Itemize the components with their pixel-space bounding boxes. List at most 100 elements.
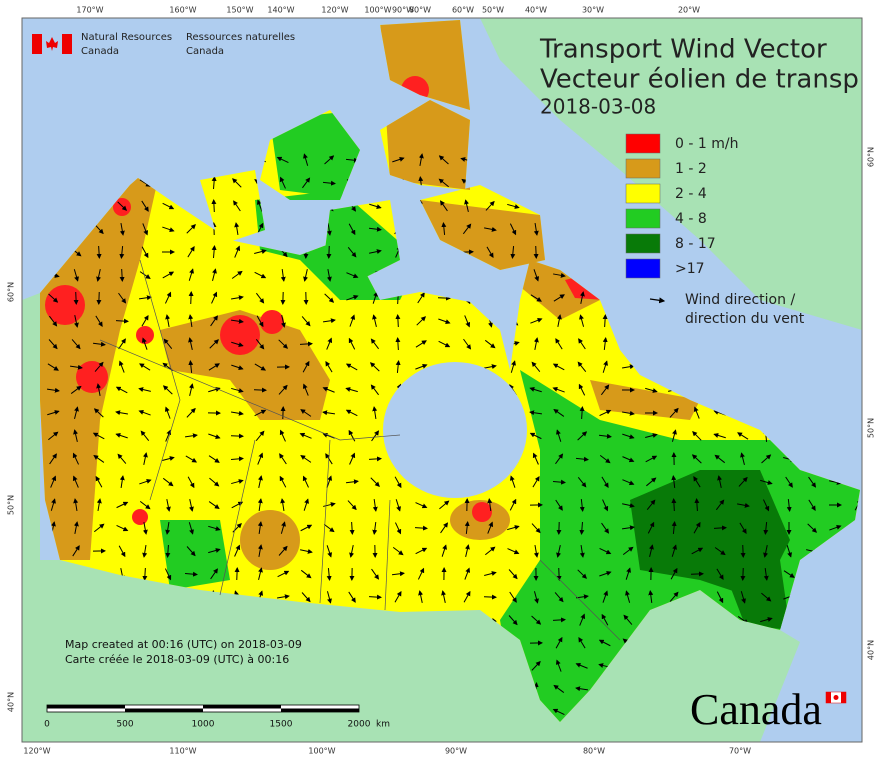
zone-brown: [380, 20, 470, 190]
wind-arrow: [211, 199, 217, 213]
wind-arrow: [531, 523, 541, 534]
wind-arrow: [162, 271, 175, 279]
wind-arrow: [347, 500, 357, 511]
graticule-label: 120°W: [321, 6, 348, 15]
flag-band: [62, 34, 72, 54]
wind-arrow: [208, 501, 220, 510]
zone-brown: [590, 380, 700, 420]
wind-arrow: [507, 548, 520, 555]
wind-arrow: [829, 524, 842, 531]
wind-arrow: [394, 522, 402, 535]
wind-arrow: [625, 590, 631, 603]
wind-arrow: [322, 432, 335, 439]
wind-arrow: [165, 544, 171, 558]
wind-arrow: [349, 521, 355, 535]
wind-arrow: [230, 318, 244, 324]
wind-arrow: [508, 615, 518, 626]
wind-arrow: [187, 246, 195, 258]
wind-arrow: [280, 268, 286, 282]
wind-arrow: [165, 499, 171, 512]
wind-arrow: [96, 245, 102, 259]
wind-arrow: [577, 361, 587, 372]
wind-arrow: [164, 568, 172, 581]
titles: Transport Wind Vector Vecteur éolien de …: [539, 35, 859, 119]
wind-arrow: [345, 409, 358, 417]
scale-bar-segment: [47, 705, 125, 709]
wind-arrow: [324, 155, 335, 165]
wind-arrow: [556, 567, 562, 581]
scale-bar-label: 2000: [348, 720, 371, 730]
wind-arrow: [323, 502, 336, 507]
wind-arrow: [73, 429, 78, 442]
legend-label: >17: [675, 261, 705, 277]
wind-arrow: [464, 315, 471, 328]
wind-arrow: [740, 452, 745, 465]
wind-arrow: [415, 547, 428, 555]
wind-arrow: [303, 498, 309, 511]
zone-red: [472, 502, 492, 522]
border: [384, 499, 391, 611]
wind-arrow: [231, 270, 243, 279]
wind-arrow: [552, 363, 565, 371]
zone-dark-green: [720, 560, 790, 630]
wind-arrow: [73, 498, 79, 512]
wind-arrow: [464, 567, 471, 580]
wind-arrow: [115, 410, 128, 416]
wind-arrow: [602, 337, 608, 351]
wind-arrow: [48, 339, 58, 350]
wind-arrow: [509, 475, 516, 488]
wind-arrow: [368, 456, 382, 462]
wind-arrow: [509, 591, 517, 603]
wind-arrow: [600, 384, 610, 396]
hudson-bay: [383, 362, 527, 498]
wind-arrow: [649, 544, 654, 557]
wind-arrow: [623, 614, 633, 625]
wind-arrow: [716, 591, 724, 604]
logo-text: Canada: [81, 46, 119, 57]
wind-arrow: [345, 479, 359, 485]
graticule-label: 40°W: [525, 6, 547, 15]
wind-arrow: [93, 454, 105, 463]
wind-arrow: [118, 545, 126, 558]
wind-arrow: [277, 570, 290, 578]
wind-arrow: [763, 499, 770, 512]
wind-arrow: [714, 547, 726, 556]
wind-arrow: [622, 502, 635, 508]
scale-bar-label: 1000: [192, 720, 215, 730]
wind-arrow: [162, 477, 174, 487]
wind-arrow: [622, 364, 635, 370]
wordmark-flag: [841, 692, 846, 703]
wind-arrow: [441, 544, 447, 557]
wordmark-text: Canada: [690, 685, 822, 734]
wind-arrow: [463, 590, 471, 603]
wind-arrow: [162, 385, 173, 395]
graticule-label: 20°W: [678, 6, 700, 15]
wind-arrow: [485, 546, 496, 556]
graticule-label: 110°W: [169, 747, 196, 756]
border: [539, 559, 621, 641]
wind-arrow: [326, 545, 333, 558]
wind-arrow: [599, 570, 612, 577]
wind-arrow: [785, 476, 793, 488]
wind-arrow: [162, 456, 175, 461]
maple-leaf: [46, 37, 58, 51]
wind-arrow: [208, 548, 221, 554]
graticule-label: 60°W: [452, 6, 474, 15]
wind-arrow: [484, 226, 497, 232]
wind-arrow: [602, 499, 609, 512]
wind-arrow: [645, 387, 658, 393]
wind-arrow: [118, 292, 127, 304]
wind-arrow: [188, 268, 194, 281]
graticule-label: 40°N: [7, 692, 16, 712]
wind-arrow: [71, 339, 81, 350]
wind-arrow: [372, 498, 378, 512]
wind-arrow: [322, 318, 336, 324]
wind-arrow: [117, 453, 127, 464]
wind-arrow: [553, 272, 566, 278]
logo-text: Ressources naturelles: [186, 32, 295, 43]
wind-arrow: [96, 383, 102, 396]
wind-arrow: [529, 432, 542, 440]
wind-arrow: [188, 522, 194, 535]
wind-arrow: [349, 545, 355, 558]
wind-arrow: [602, 590, 609, 603]
